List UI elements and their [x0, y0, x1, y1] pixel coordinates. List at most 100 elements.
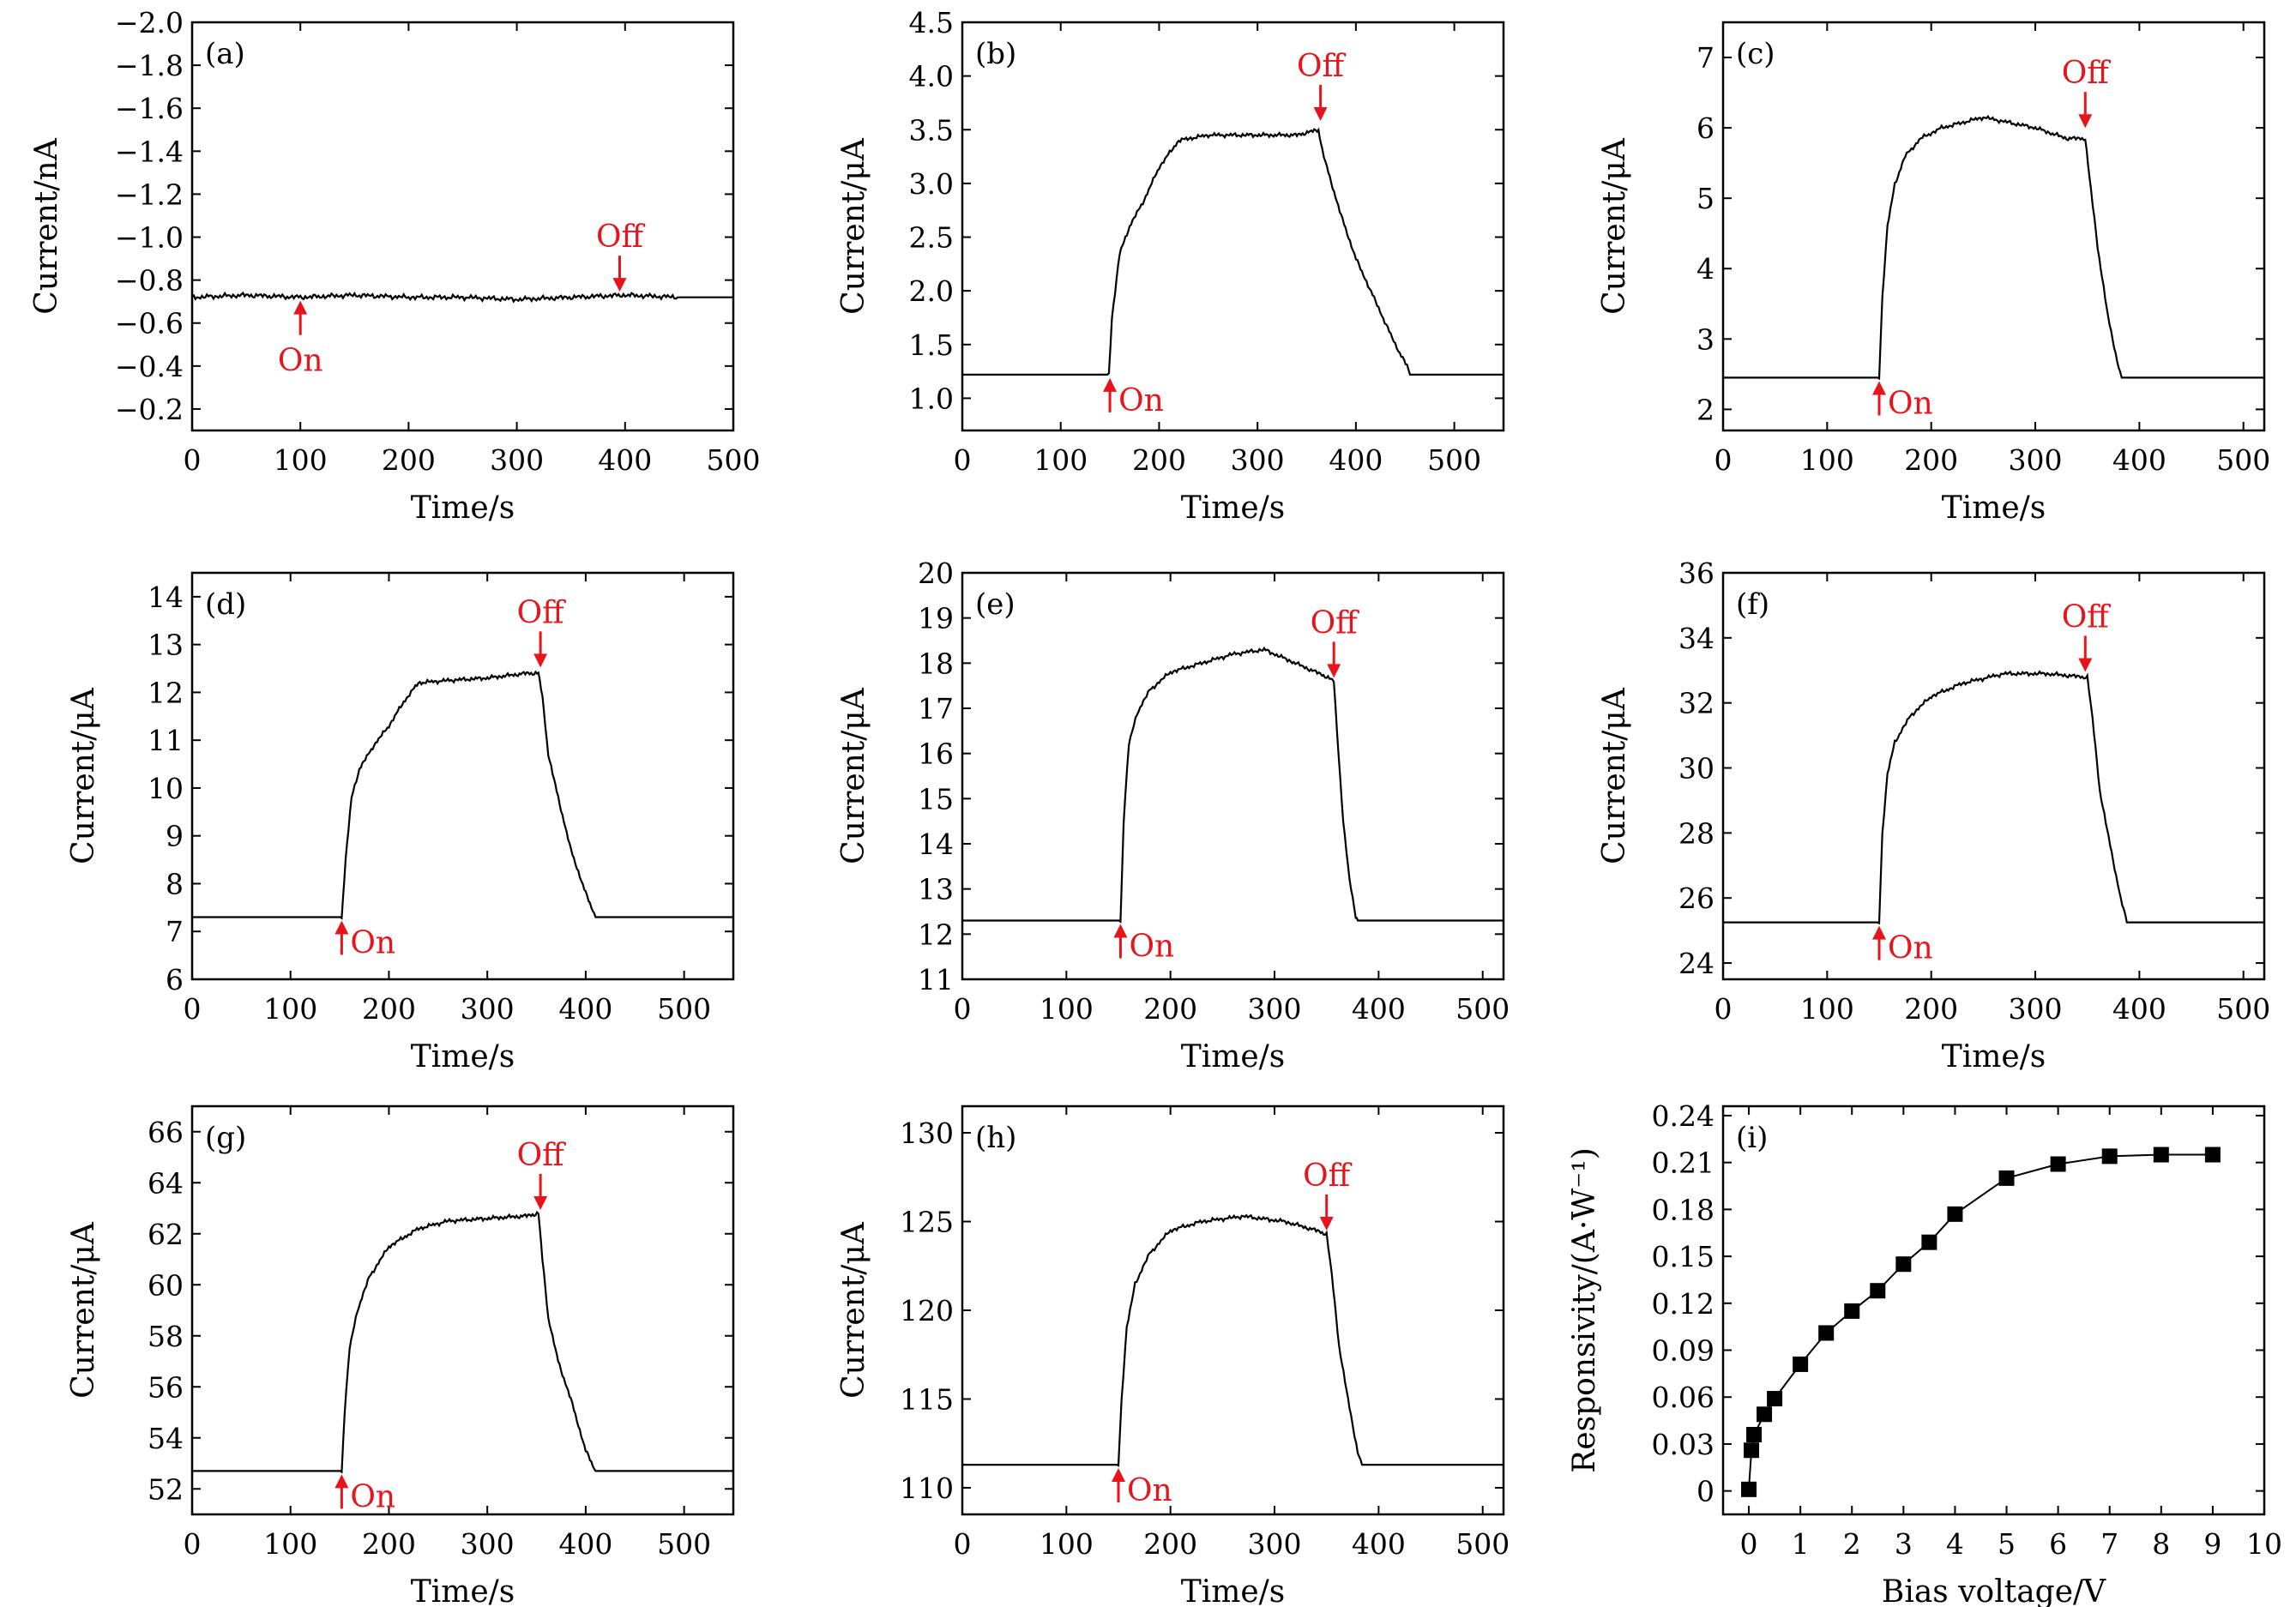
- y-axis-title: Current/nA: [29, 137, 64, 314]
- y-tick-label: 4.5: [909, 6, 954, 39]
- y-tick-label: 56: [148, 1370, 184, 1404]
- y-tick-label: −0.4: [115, 350, 184, 383]
- chart-panel-a: 0 100 200 300 400 500 −0.2 −0.4 −0.6 −0.8 −1.0 −1.2…: [29, 6, 761, 526]
- x-tick-label: 0: [1740, 1527, 1758, 1561]
- arrow-up-icon: [334, 920, 349, 935]
- y-tick-label: 6: [1696, 111, 1714, 145]
- panel-label: (f): [1736, 587, 1769, 622]
- x-tick-label: 5: [1998, 1527, 2016, 1561]
- y-tick-label: 3.5: [909, 113, 954, 147]
- data-point: [1793, 1356, 1809, 1372]
- series-line: [1723, 114, 2264, 381]
- data-point: [2050, 1156, 2066, 1172]
- chart-panel-b: 0 100 200 300 400 500 1.0 1.5 2.0 2.5 3.0 3.5 4.0 4.5…: [836, 6, 1505, 526]
- x-tick-label: 0: [954, 443, 972, 477]
- series-line: [962, 1213, 1504, 1467]
- y-tick-label: 120: [900, 1294, 954, 1327]
- data-point: [1818, 1325, 1835, 1341]
- arrow-up-icon: [334, 1474, 349, 1489]
- plot-frame: [1721, 1104, 2266, 1516]
- plot-frame: [961, 571, 1505, 981]
- panel-label: (c): [1736, 37, 1775, 71]
- y-tick-label: 13: [918, 873, 954, 906]
- x-tick-label: 0: [954, 992, 972, 1026]
- arrow-down-icon: [1319, 1217, 1334, 1231]
- y-tick-label: 58: [148, 1320, 184, 1353]
- y-tick-label: 32: [1678, 687, 1714, 720]
- y-tick-label: 2.0: [909, 274, 954, 308]
- y-tick-label: 12: [918, 918, 954, 951]
- on-annotation: On: [1103, 377, 1164, 418]
- y-tick-label: 11: [148, 724, 184, 757]
- x-tick-label: 100: [1040, 1527, 1094, 1561]
- annotation-label: On: [1888, 386, 1933, 421]
- x-tick-label: 300: [1231, 443, 1285, 477]
- y-tick-label: 24: [1678, 947, 1714, 980]
- x-tick-label: 300: [461, 1527, 515, 1561]
- chart-panel-h: 0 100 200 300 400 500 110 115 120 125 130 Time/s Cur…: [836, 1104, 1510, 1607]
- plot-frame: [190, 571, 735, 981]
- y-tick-label: 62: [148, 1218, 184, 1251]
- plot-frame: [961, 1104, 1505, 1516]
- y-tick-label: −0.8: [115, 264, 184, 298]
- y-axis-title: Responsivity/(A·W⁻¹): [1567, 1147, 1602, 1473]
- y-tick-label: 12: [148, 676, 184, 709]
- arrow-up-icon: [1872, 381, 1887, 395]
- y-tick-label: 2: [1696, 393, 1714, 426]
- series-line: [192, 1210, 733, 1474]
- x-tick-label: 500: [1455, 1527, 1510, 1561]
- off-annotation: Off: [517, 1138, 567, 1210]
- arrow-up-icon: [1103, 377, 1118, 392]
- y-tick-label: 17: [918, 692, 954, 725]
- y-tick-label: 20: [918, 557, 954, 590]
- y-tick-label: 125: [900, 1206, 954, 1239]
- arrow-down-icon: [1327, 664, 1341, 678]
- y-tick-label: −1.4: [115, 135, 184, 168]
- arrow-up-icon: [293, 300, 308, 315]
- y-tick-label: −0.6: [115, 307, 184, 340]
- x-tick-label: 300: [1248, 1527, 1302, 1561]
- y-tick-label: 3: [1696, 322, 1714, 356]
- x-tick-label: 100: [263, 1527, 317, 1561]
- x-axis-title: Time/s: [411, 1574, 515, 1607]
- series-line: [1723, 670, 2264, 925]
- annotation-label: On: [1888, 931, 1933, 966]
- chart-panel-g: 0 100 200 300 400 500 52 54 56 58 60 62 64 66 Time/s Cu…: [66, 1104, 735, 1607]
- x-tick-label: 4: [1946, 1527, 1964, 1561]
- x-tick-label: 10: [2246, 1527, 2282, 1561]
- y-tick-label: 11: [918, 963, 954, 996]
- x-tick-label: 200: [1132, 443, 1186, 477]
- y-axis-title: Current/μA: [66, 1221, 101, 1399]
- on-annotation: On: [334, 1474, 395, 1514]
- x-axis-title: Time/s: [411, 491, 515, 526]
- y-tick-label: −0.2: [115, 393, 184, 426]
- arrow-down-icon: [2078, 658, 2093, 672]
- arrow-up-icon: [1112, 1468, 1126, 1483]
- panel-label: (g): [205, 1121, 246, 1155]
- annotation-label: On: [1127, 1473, 1172, 1508]
- y-tick-label: 0.24: [1652, 1099, 1714, 1133]
- x-tick-label: 300: [461, 992, 515, 1026]
- y-tick-label: −1.6: [115, 92, 184, 125]
- data-point: [2101, 1148, 2118, 1165]
- annotation-label: Off: [2062, 56, 2112, 91]
- x-tick-label: 500: [657, 992, 711, 1026]
- y-tick-label: 54: [148, 1422, 184, 1455]
- x-tick-label: 400: [598, 443, 652, 477]
- off-annotation: Off: [517, 595, 567, 668]
- x-tick-label: 200: [1904, 992, 1958, 1026]
- annotation-label: Off: [517, 1138, 567, 1173]
- on-annotation: On: [1112, 1468, 1172, 1508]
- y-tick-label: 28: [1678, 816, 1714, 850]
- x-tick-label: 400: [1329, 443, 1383, 477]
- x-tick-label: 400: [2112, 443, 2166, 477]
- y-tick-label: 1.0: [909, 382, 954, 415]
- y-axis-title: Current/μA: [836, 1221, 871, 1399]
- on-annotation: On: [334, 920, 395, 961]
- y-tick-label: 5: [1696, 182, 1714, 215]
- y-tick-label: 1.5: [909, 328, 954, 362]
- y-tick-label: 14: [918, 828, 954, 861]
- y-tick-label: −1.2: [115, 178, 184, 211]
- annotation-label: Off: [517, 595, 567, 630]
- x-tick-label: 0: [1714, 443, 1733, 477]
